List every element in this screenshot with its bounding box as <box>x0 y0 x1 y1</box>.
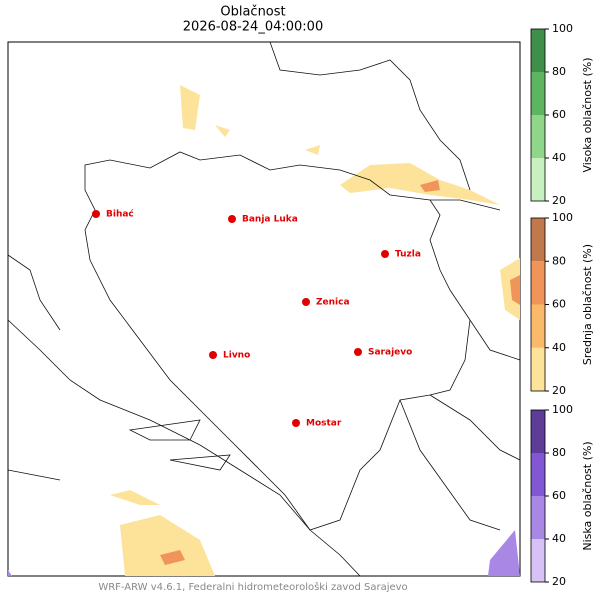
border-bih <box>84 151 471 531</box>
city-marker <box>228 215 236 223</box>
city-marker <box>292 419 300 427</box>
colorbar-band <box>531 29 545 72</box>
colorbar-band <box>531 115 545 158</box>
borders <box>269 41 521 531</box>
colorbar-tick-label: 20 <box>552 194 566 207</box>
city-marker <box>354 348 362 356</box>
colorbar-band <box>531 453 545 496</box>
colorbar-tick-label: 100 <box>552 211 573 224</box>
city-label: Banja Luka <box>242 215 298 225</box>
colorbar-band <box>531 304 545 348</box>
colorbar-band <box>531 261 545 305</box>
colorbar-tick-label: 60 <box>552 489 566 502</box>
city-label: Bihać <box>106 209 134 220</box>
colorbar-tick-label: 80 <box>552 65 566 78</box>
colorbar-label: Srednja oblačnost (%) <box>581 244 594 365</box>
city-marker <box>302 298 310 306</box>
city-marker <box>381 250 389 258</box>
city-label: Zenica <box>316 298 350 308</box>
city-marker <box>209 351 217 359</box>
city-label: Tuzla <box>395 250 421 260</box>
colorbar-band <box>531 158 545 201</box>
cloud-mid <box>110 85 520 576</box>
map-frame <box>7 41 521 577</box>
footer: WRF-ARW v4.6.1, Federalni hidrometeorolo… <box>98 581 407 593</box>
city-marker <box>92 210 100 218</box>
colorbar-tick-label: 80 <box>552 254 566 267</box>
colorbar-tick-label: 20 <box>552 384 566 397</box>
city-label: Mostar <box>306 419 342 429</box>
colorbar-tick-label: 40 <box>552 532 566 545</box>
subtitle: 2026-08-24_04:00:00 <box>183 20 323 35</box>
colorbar-tick-label: 40 <box>552 341 566 354</box>
colorbar-band <box>531 72 545 115</box>
colorbar-band <box>531 496 545 539</box>
city-label: Livno <box>223 351 250 361</box>
colorbar-tick-label: 20 <box>552 575 566 588</box>
colorbar-tick-label: 60 <box>552 108 566 121</box>
colorbar-tick-label: 100 <box>552 403 573 416</box>
colorbar-tick-label: 60 <box>552 298 566 311</box>
coastline <box>7 254 361 577</box>
colorbar-band <box>531 539 545 582</box>
colorbar-band <box>531 218 545 262</box>
title: Oblačnost <box>220 5 285 20</box>
colorbar-label: Visoka oblačnost (%) <box>581 57 594 172</box>
city-label: Sarajevo <box>368 348 412 358</box>
colorbar-label: Niska oblačnost (%) <box>581 441 594 550</box>
map <box>7 41 521 577</box>
colorbar-tick-label: 80 <box>552 446 566 459</box>
colorbar-tick-label: 40 <box>552 151 566 164</box>
colorbar-band <box>531 410 545 453</box>
colorbar-tick-label: 100 <box>552 22 573 35</box>
colorbar-band <box>531 347 545 391</box>
